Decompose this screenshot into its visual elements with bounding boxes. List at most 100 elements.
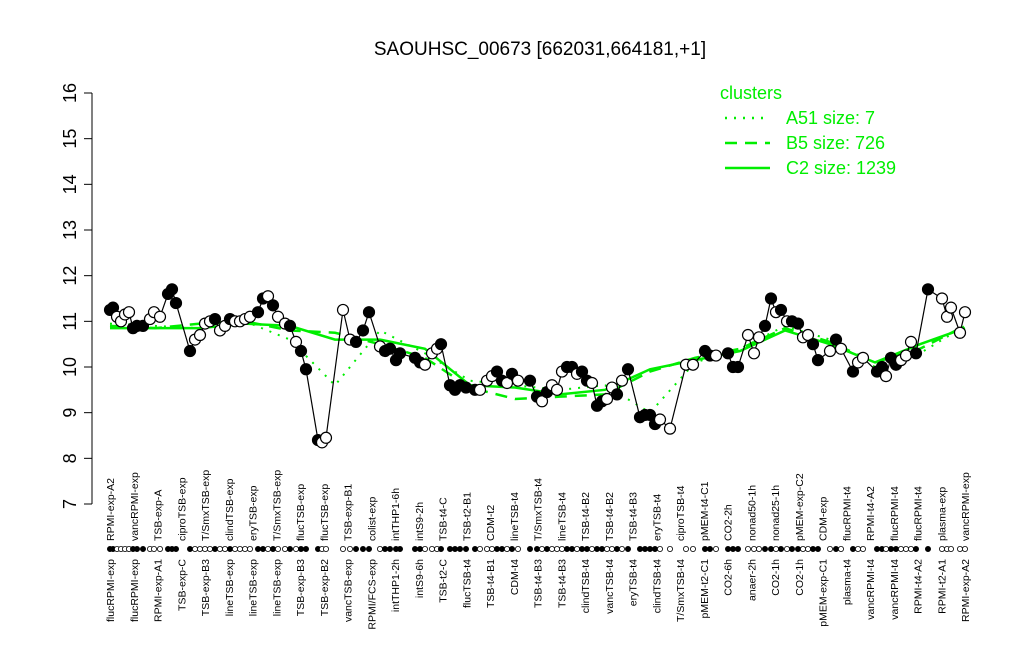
rug-mark [609,546,616,553]
x-label-top: T/SmxTSB-t4 [533,478,545,541]
data-points [103,283,972,449]
rug-mark [133,546,140,553]
data-point [299,363,313,376]
x-label-top: colist-exp [366,496,378,541]
x-label-top: CO2-2h [723,504,735,541]
rug-mark [451,546,458,553]
rug-mark [604,546,611,553]
rug-mark [201,546,208,553]
data-point [823,344,837,358]
rug-mark [292,546,299,553]
rug-mark [579,546,586,553]
rug-mark [833,546,840,553]
profile-line [109,288,966,444]
x-label-bottom: pMEM-t2-C1 [699,559,711,619]
rug-mark [898,546,905,553]
rug-mark [925,546,932,553]
rug-mark [756,546,763,553]
data-point [122,306,136,319]
rug-mark [883,546,890,553]
rug-marks [107,546,969,553]
x-label-top: CDM-exp [818,497,830,541]
rug-mark [855,546,862,553]
x-label-bottom: RPMI/FCS-exp [366,559,378,630]
rug-mark [725,546,732,553]
x-label-top: flucRPMI-t4 [889,486,901,541]
x-label-top: eryTSB-exp [248,485,260,541]
rug-mark [762,546,769,553]
x-label-bottom: intTHP1-2h [390,559,402,612]
data-point [758,319,772,332]
data-point [283,319,297,332]
rug-mark [784,546,791,553]
data-point [511,374,525,387]
rug-mark [456,546,463,553]
rug-mark [903,546,910,553]
x-label-top: TSB-t4-C [438,497,450,541]
x-label-top: clindTSB-exp [224,478,236,541]
x-label-bottom: CDM-t4 [509,559,521,595]
rug-mark [359,546,366,553]
rug-mark [702,546,709,553]
x-label-bottom: TSB-t4-B3 [533,559,545,608]
rug-mark [172,546,179,553]
rug-mark [652,546,659,553]
y-tick-label: 8 [60,453,80,463]
legend-label: A51 size: 7 [786,108,875,128]
x-label-bottom: RPMI-t4-A2 [913,559,925,614]
rug-mark [735,546,742,553]
rug-mark [549,546,556,553]
rug-mark [346,546,353,553]
chart-title: SAOUHSC_00673 [662031,664181,+1] [374,39,706,60]
rug-mark [773,546,780,553]
x-label-bottom: TSB-exp-B3 [200,559,212,616]
x-label-top: lineTSB-t4 [509,492,521,541]
rug-mark [274,546,281,553]
x-label-top: vancRPMI-exp [960,472,972,541]
x-label-top: RPMI-t4-A2 [865,486,877,541]
rug-mark [508,546,515,553]
data-point [434,338,448,351]
data-point [294,344,308,358]
data-point [585,376,599,390]
rug-mark [381,546,388,553]
data-point [764,292,778,305]
rug-mark [860,546,867,553]
x-label-bottom: flucRPMI-exp [129,559,141,622]
data-point [834,342,848,355]
x-label-top: TSB-exp-B1 [343,484,355,541]
rug-mark [156,546,163,553]
data-point [958,306,972,319]
rug-mark [619,546,626,553]
rug-mark [216,546,223,553]
x-label-bottom: vancTSB-exp [343,559,355,622]
x-label-top: intS9-2h [414,502,426,541]
data-point [944,301,958,314]
rug-mark [559,546,566,553]
x-label-bottom: CO2-1h [770,559,782,596]
rug-mark [226,546,233,553]
rug-mark [286,546,293,553]
x-label-bottom: pMEM-exp-C1 [818,559,830,627]
rug-mark [789,546,796,553]
x-label-bottom: anaer-2h [746,559,758,601]
data-point [752,331,766,344]
x-label-bottom: TSB-exp-C [176,559,188,611]
data-point [856,351,870,364]
rug-mark [667,546,674,553]
y-tick-label: 16 [60,83,80,103]
x-label-bottom: lineTSB-exp [271,559,283,616]
x-label-bottom: clindTSB-t4 [651,559,663,613]
x-label-top: pMEM-t4-C1 [699,481,711,541]
data-point [261,290,275,303]
rug-mark [365,546,372,553]
x-label-bottom: clindTSB-t4 [580,559,592,613]
x-label-top: TSB-t4-B3 [628,492,640,541]
data-point [846,365,860,378]
data-point [621,363,635,376]
rug-mark [246,546,253,553]
legend-label: C2 size: 1239 [786,158,896,178]
data-point [686,358,700,371]
rug-mark [206,546,213,553]
x-label-bottom: vancRPMI-t4 [865,559,877,620]
